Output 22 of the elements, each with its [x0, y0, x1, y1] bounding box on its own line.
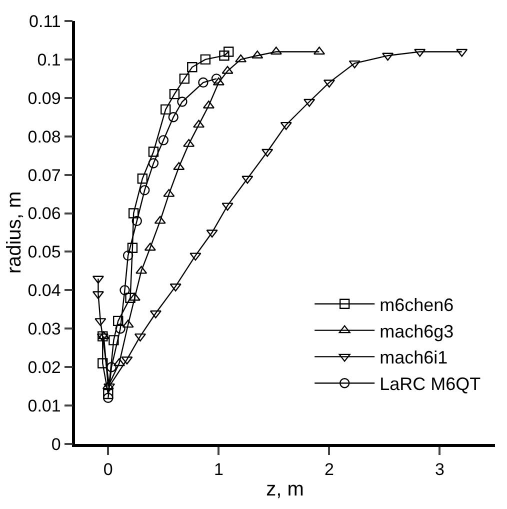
y-tick-label: 0.01 — [28, 396, 61, 416]
y-tick-label: 0.07 — [28, 166, 61, 185]
x-tick-label: 0 — [103, 460, 113, 480]
y-tick-label: 0.04 — [28, 281, 61, 300]
y-tick-label: 0.08 — [28, 127, 61, 146]
y-axis-title: radius, m — [3, 191, 26, 274]
y-tick-label: 0.03 — [28, 320, 61, 339]
y-tick-label: 0.09 — [28, 88, 61, 108]
y-tick-label: 0 — [51, 434, 61, 454]
x-tick-label: 1 — [214, 460, 224, 480]
legend-label: mach6i1 — [380, 348, 448, 368]
x-tick-label: 2 — [324, 460, 334, 480]
y-tick-label: 0.05 — [28, 242, 61, 262]
legend-label: m6chen6 — [380, 294, 454, 315]
y-tick-label: 0.11 — [29, 12, 61, 31]
y-tick-label: 0.1 — [37, 50, 61, 70]
y-tick-label: 0.06 — [28, 204, 61, 224]
x-tick-label: 3 — [435, 460, 444, 480]
x-axis-title: z, m — [266, 478, 304, 501]
y-tick-label: 0.02 — [28, 358, 61, 378]
legend-label: LaRC M6QT — [380, 374, 481, 394]
legend-label: mach6g3 — [380, 321, 454, 342]
